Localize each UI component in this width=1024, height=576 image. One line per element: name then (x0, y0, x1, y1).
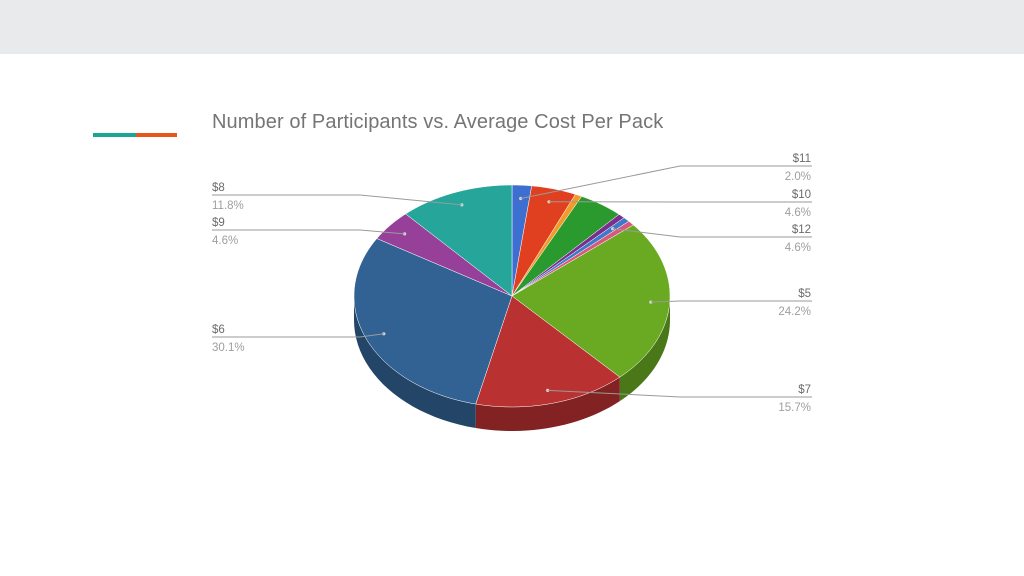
pie-slice-3 (511, 196, 620, 297)
leader-dot (547, 200, 551, 204)
accent-bar-teal (93, 133, 136, 137)
pie-label-7: $7 15.7% (546, 384, 812, 414)
accent-bar-orange (136, 133, 177, 137)
pie-label-9: $9 4.6% (212, 217, 407, 247)
leader-line (612, 228, 812, 238)
leader-line (547, 389, 812, 398)
pie-label-name: $8 (212, 182, 225, 194)
pie-side-9 (354, 296, 476, 429)
chart-title: Number of Participants vs. Average Cost … (212, 111, 664, 133)
pie-label-value: 4.6% (785, 242, 811, 254)
pie-side-8 (475, 377, 620, 431)
pie-slice-11 (405, 184, 513, 297)
pie-label-value: 15.7% (778, 402, 811, 414)
top-band (0, 0, 1024, 54)
pie-slice-8 (475, 295, 621, 408)
pie-slice-7 (511, 224, 671, 378)
pie-label-6: $6 30.1% (212, 324, 386, 354)
pie-label-name: $6 (212, 324, 225, 336)
pie-label-name: $12 (792, 224, 811, 236)
pie-label-12: $12 4.6% (611, 224, 812, 254)
pie-label-name: $10 (792, 189, 811, 201)
pie-slice-10 (376, 213, 513, 297)
leader-line (212, 229, 405, 235)
pie-slice-1 (511, 185, 576, 297)
pie-label-value: 11.8% (212, 200, 244, 212)
pie-label-name: $9 (212, 217, 225, 229)
leader-line (520, 165, 812, 199)
pie-label-11: $11 2.0% (519, 153, 812, 201)
leader-line (650, 300, 812, 303)
pie-label-8: $8 11.8% (212, 182, 464, 212)
leader-line (212, 194, 462, 206)
pie-side-7 (619, 296, 670, 402)
pie-depth-layer (354, 296, 670, 431)
pie-labels-layer: $11 2.0% $10 4.6% $12 4.6% $5 24.2% $7 15.7% $6 30.… (212, 153, 812, 414)
leader-line (212, 333, 384, 338)
pie-label-value: 2.0% (785, 171, 811, 183)
pie-label-value: 30.1% (212, 342, 245, 354)
pie-label-value: 4.6% (785, 207, 811, 219)
pie-label-name: $11 (793, 153, 811, 165)
pie-label-name: $5 (798, 288, 811, 300)
pie-label-value: 4.6% (212, 235, 238, 247)
pie-label-5: $5 24.2% (649, 288, 812, 318)
pie-slice-9 (353, 238, 513, 405)
pie-label-10: $10 4.6% (547, 189, 812, 219)
pie-label-value: 24.2% (778, 306, 811, 318)
pie-label-name: $7 (798, 384, 811, 396)
pie-top-layer (353, 184, 671, 408)
